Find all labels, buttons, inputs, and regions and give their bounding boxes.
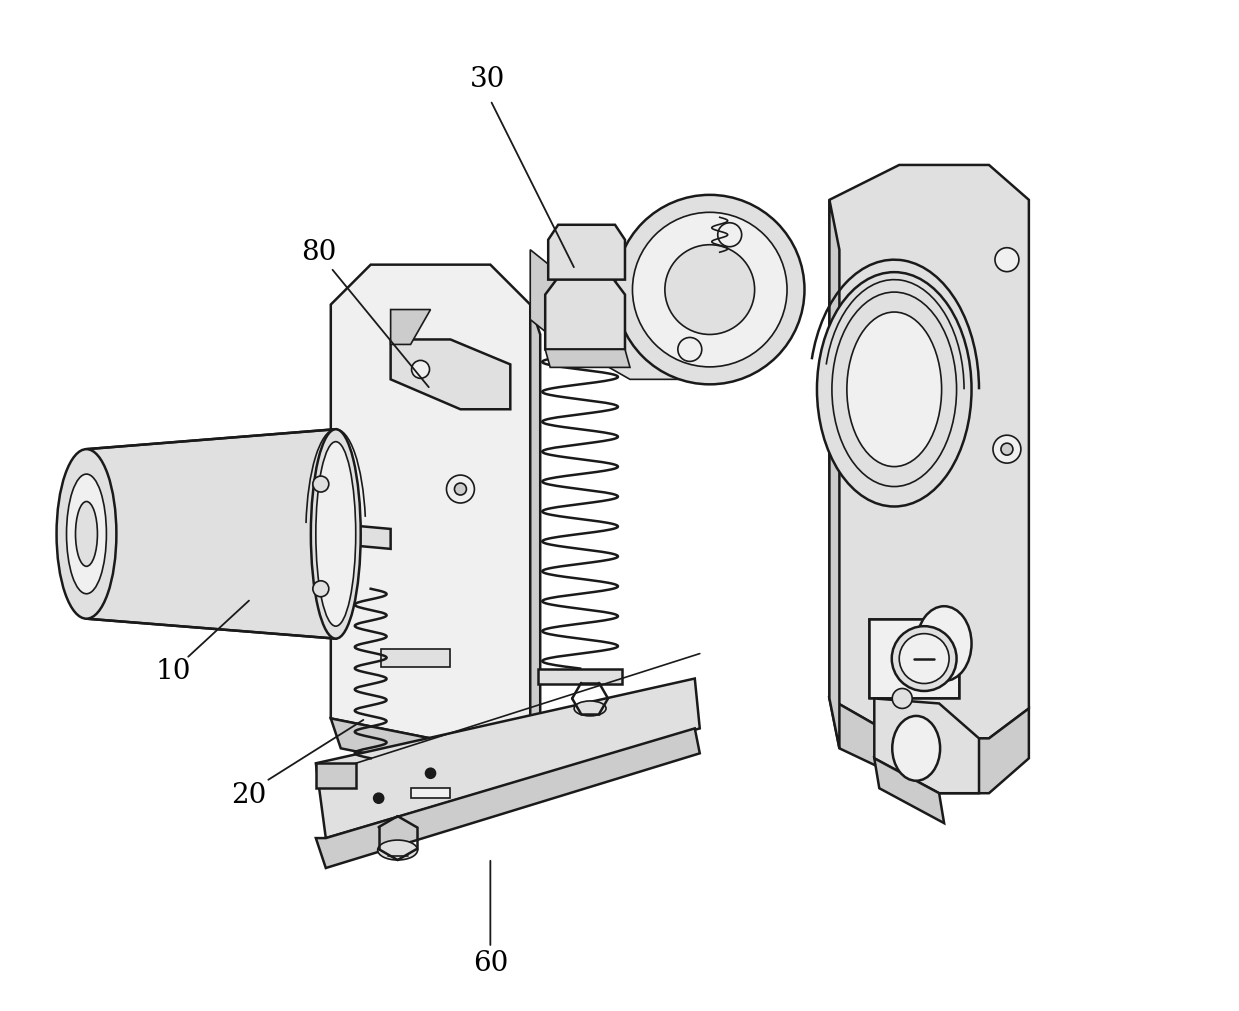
Polygon shape bbox=[875, 699, 979, 794]
Ellipse shape bbox=[917, 607, 971, 681]
Ellipse shape bbox=[311, 430, 361, 639]
Polygon shape bbox=[545, 275, 624, 350]
Circle shape bbox=[892, 688, 912, 709]
Circle shape bbox=[425, 768, 435, 778]
Polygon shape bbox=[875, 758, 944, 823]
Polygon shape bbox=[829, 200, 839, 748]
Polygon shape bbox=[336, 525, 390, 549]
Polygon shape bbox=[829, 699, 1028, 794]
Polygon shape bbox=[316, 678, 700, 838]
Circle shape bbox=[411, 361, 430, 379]
Circle shape bbox=[992, 436, 1021, 464]
Circle shape bbox=[1001, 444, 1014, 456]
Polygon shape bbox=[530, 251, 580, 360]
Circle shape bbox=[678, 338, 701, 362]
Ellipse shape bbox=[574, 702, 606, 716]
Ellipse shape bbox=[892, 627, 957, 692]
Polygon shape bbox=[390, 310, 430, 345]
Circle shape bbox=[455, 483, 466, 495]
Polygon shape bbox=[316, 763, 356, 789]
Text: 10: 10 bbox=[155, 657, 191, 684]
Polygon shape bbox=[530, 305, 540, 789]
Ellipse shape bbox=[67, 474, 107, 594]
Polygon shape bbox=[331, 266, 530, 758]
Polygon shape bbox=[550, 280, 620, 340]
Ellipse shape bbox=[615, 196, 804, 385]
Ellipse shape bbox=[632, 213, 787, 368]
Polygon shape bbox=[316, 729, 700, 868]
Ellipse shape bbox=[900, 634, 949, 683]
Polygon shape bbox=[870, 619, 959, 699]
Circle shape bbox=[446, 475, 475, 503]
Ellipse shape bbox=[817, 273, 971, 507]
Ellipse shape bbox=[76, 502, 98, 567]
Polygon shape bbox=[380, 649, 451, 667]
Circle shape bbox=[312, 581, 328, 598]
Ellipse shape bbox=[847, 312, 942, 467]
Polygon shape bbox=[538, 669, 622, 683]
Text: 60: 60 bbox=[472, 949, 508, 977]
Ellipse shape bbox=[665, 246, 755, 335]
Ellipse shape bbox=[57, 450, 116, 619]
Polygon shape bbox=[390, 340, 510, 409]
Circle shape bbox=[995, 249, 1018, 272]
Polygon shape bbox=[410, 789, 451, 799]
Text: 80: 80 bbox=[301, 239, 337, 266]
Polygon shape bbox=[560, 261, 720, 380]
Ellipse shape bbox=[831, 293, 957, 487]
Text: 30: 30 bbox=[470, 66, 506, 93]
Circle shape bbox=[717, 223, 742, 248]
Polygon shape bbox=[548, 225, 624, 280]
Polygon shape bbox=[87, 430, 336, 639]
Polygon shape bbox=[829, 166, 1028, 739]
Polygon shape bbox=[545, 350, 629, 368]
Text: 20: 20 bbox=[232, 780, 266, 808]
Circle shape bbox=[374, 794, 384, 804]
Polygon shape bbox=[550, 340, 624, 350]
Polygon shape bbox=[331, 719, 540, 789]
Ellipse shape bbox=[378, 840, 418, 860]
Circle shape bbox=[312, 476, 328, 492]
Ellipse shape bbox=[892, 716, 940, 780]
Ellipse shape bbox=[316, 442, 356, 627]
